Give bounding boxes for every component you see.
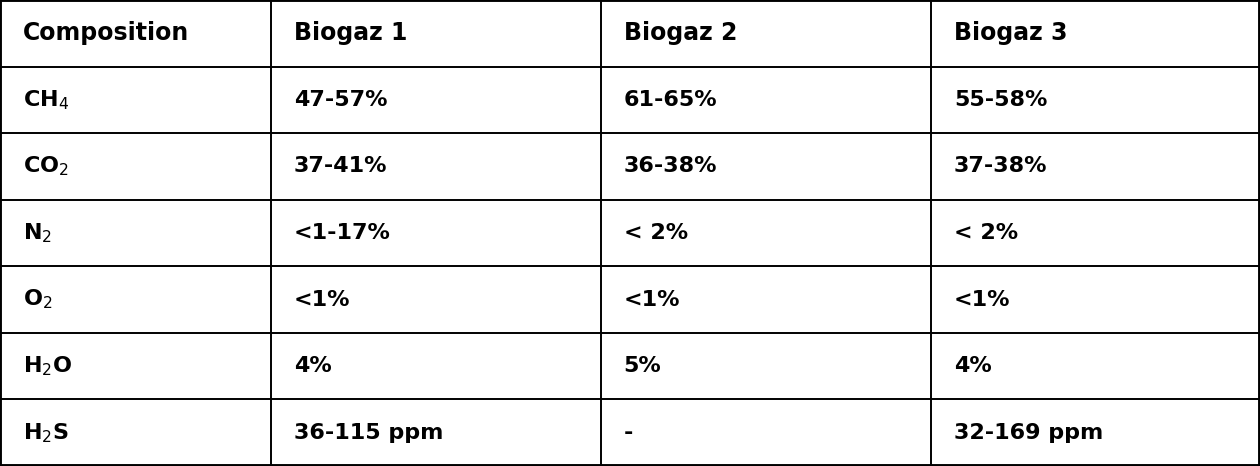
- Bar: [0, 133, 271, 200]
- Bar: [271, 266, 601, 333]
- Text: N$_2$: N$_2$: [23, 221, 52, 245]
- Bar: [931, 333, 1260, 399]
- Bar: [601, 266, 931, 333]
- Text: <1-17%: <1-17%: [294, 223, 391, 243]
- Text: 61-65%: 61-65%: [624, 90, 717, 110]
- Text: 55-58%: 55-58%: [954, 90, 1047, 110]
- Bar: [0, 0, 271, 67]
- Bar: [271, 0, 601, 67]
- Text: 4%: 4%: [294, 356, 331, 376]
- Bar: [931, 399, 1260, 466]
- Bar: [271, 399, 601, 466]
- Text: Biogaz 2: Biogaz 2: [624, 21, 737, 45]
- Bar: [601, 133, 931, 200]
- Bar: [601, 67, 931, 133]
- Bar: [0, 399, 271, 466]
- Bar: [931, 133, 1260, 200]
- Bar: [601, 0, 931, 67]
- Bar: [601, 333, 931, 399]
- Text: H$_2$S: H$_2$S: [23, 421, 68, 445]
- Bar: [271, 67, 601, 133]
- Text: Biogaz 1: Biogaz 1: [294, 21, 407, 45]
- Bar: [931, 67, 1260, 133]
- Text: 32-169 ppm: 32-169 ppm: [954, 423, 1102, 443]
- Text: <1%: <1%: [954, 289, 1011, 309]
- Bar: [271, 333, 601, 399]
- Text: 37-41%: 37-41%: [294, 157, 387, 177]
- Bar: [271, 200, 601, 266]
- Text: 47-57%: 47-57%: [294, 90, 387, 110]
- Text: Biogaz 3: Biogaz 3: [954, 21, 1067, 45]
- Bar: [271, 133, 601, 200]
- Bar: [931, 200, 1260, 266]
- Bar: [601, 200, 931, 266]
- Bar: [0, 200, 271, 266]
- Text: CH$_4$: CH$_4$: [23, 88, 69, 112]
- Text: <1%: <1%: [294, 289, 350, 309]
- Text: 36-38%: 36-38%: [624, 157, 717, 177]
- Bar: [0, 333, 271, 399]
- Text: -: -: [624, 423, 633, 443]
- Text: 4%: 4%: [954, 356, 992, 376]
- Bar: [601, 399, 931, 466]
- Bar: [931, 266, 1260, 333]
- Text: < 2%: < 2%: [624, 223, 688, 243]
- Text: H$_2$O: H$_2$O: [23, 354, 72, 378]
- Text: 37-38%: 37-38%: [954, 157, 1047, 177]
- Text: O$_2$: O$_2$: [23, 288, 52, 311]
- Bar: [0, 67, 271, 133]
- Text: CO$_2$: CO$_2$: [23, 155, 68, 178]
- Text: 5%: 5%: [624, 356, 662, 376]
- Text: 36-115 ppm: 36-115 ppm: [294, 423, 444, 443]
- Bar: [0, 266, 271, 333]
- Text: <1%: <1%: [624, 289, 680, 309]
- Bar: [931, 0, 1260, 67]
- Text: Composition: Composition: [23, 21, 189, 45]
- Text: < 2%: < 2%: [954, 223, 1018, 243]
